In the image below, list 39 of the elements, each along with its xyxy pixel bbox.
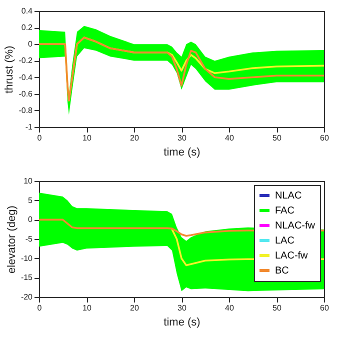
y-tick-label: -0.4 <box>18 72 34 82</box>
y-tick-label: -10 <box>20 254 34 263</box>
legend-label: NLAC <box>275 190 302 202</box>
x-axis-title: time (s) <box>164 146 200 158</box>
legend-label: LAC <box>275 236 294 246</box>
y-tick-label: 0.4 <box>21 6 34 16</box>
x-tick-label: 20 <box>130 304 140 312</box>
y-tick-label: 0 <box>28 40 34 49</box>
y-tick-label: -1 <box>25 122 34 132</box>
y-tick-label: -15 <box>20 273 34 282</box>
legend-label: LAC-fw <box>275 250 309 262</box>
y-tick-label: -5 <box>25 234 34 244</box>
x-tick-label: 40 <box>225 134 234 142</box>
y-tick-label: -20 <box>20 292 34 302</box>
legend-label: BC <box>275 266 289 276</box>
x-tick-label: 30 <box>178 134 187 142</box>
y-tick-label: 0 <box>28 215 34 224</box>
y-tick-label: 5 <box>28 196 34 205</box>
x-tick-label: 50 <box>272 134 282 142</box>
legend-label: NLAC-fw <box>275 220 316 232</box>
y-tick-label: -0.2 <box>18 56 34 66</box>
y-tick-label: 0.2 <box>21 23 34 32</box>
x-tick-label: 50 <box>272 304 282 312</box>
legend-label: FAC <box>275 206 294 216</box>
x-tick-label: 60 <box>320 134 330 142</box>
x-tick-label: 40 <box>225 304 234 312</box>
x-tick-label: 60 <box>320 304 330 312</box>
y-tick-label: -0.8 <box>18 106 34 115</box>
x-tick-label: 0 <box>37 134 42 142</box>
x-tick-label: 20 <box>130 134 140 142</box>
x-tick-label: 30 <box>178 304 187 312</box>
y-tick-label: -0.6 <box>18 89 34 98</box>
x-tick-label: 0 <box>37 304 42 312</box>
x-tick-label: 10 <box>82 304 92 312</box>
y-tick-label: 10 <box>24 176 34 186</box>
x-axis-title: time (s) <box>164 316 200 328</box>
y-axis-title: elevator (deg) <box>6 206 18 274</box>
y-axis-title: thrust (%) <box>4 46 16 94</box>
x-tick-label: 10 <box>82 134 92 142</box>
